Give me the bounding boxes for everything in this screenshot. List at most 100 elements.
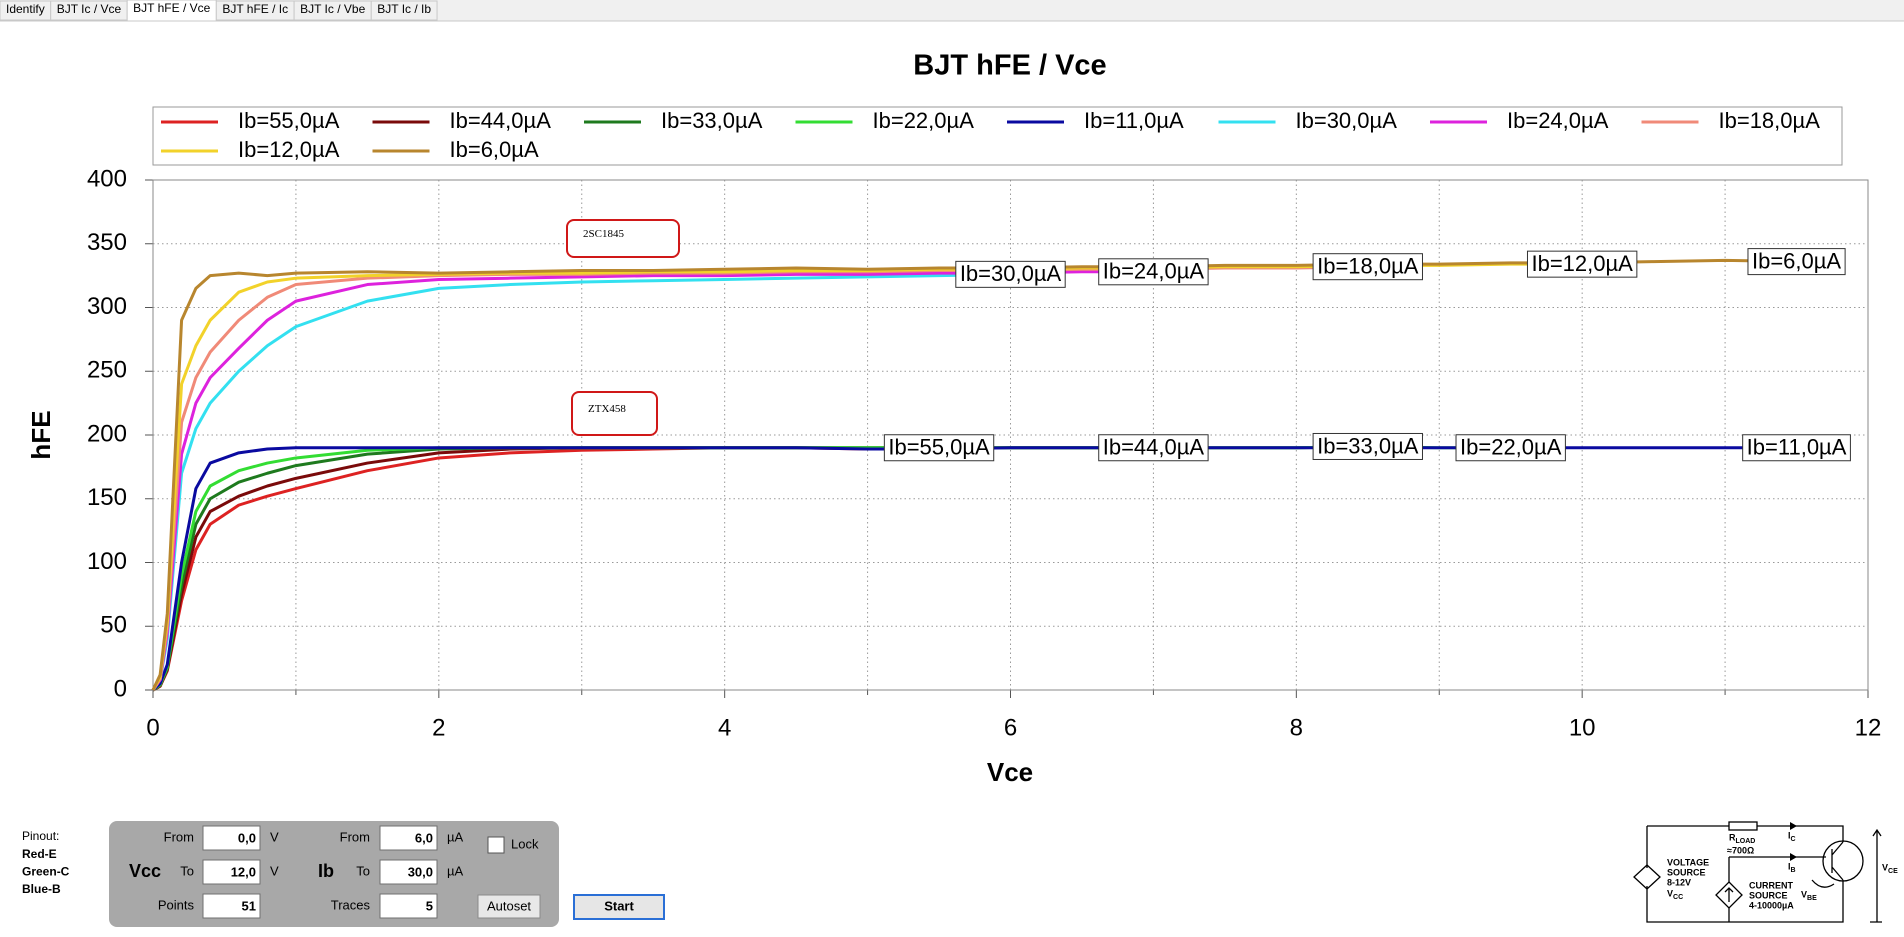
series-end-label: Ib=22,0µA (1455, 434, 1566, 462)
x-tick-label: 12 (1855, 714, 1882, 741)
series-end-label-text: Ib=55,0µA (888, 435, 990, 460)
tab-label[interactable]: BJT hFE / Ic (222, 2, 288, 16)
pinout-pin: -B (48, 882, 61, 896)
current-arrow (1790, 822, 1797, 861)
tab[interactable]: Identify (0, 0, 52, 21)
current-source-symbol (1715, 881, 1743, 909)
x-tick-label: 2 (432, 714, 445, 741)
button-label[interactable]: Autoset (487, 898, 531, 913)
input-field[interactable]: 51 (202, 893, 261, 919)
series-line (152, 446, 1797, 692)
y-tick-label: 400 (87, 165, 127, 192)
series-end-label: Ib=6,0µA (1747, 248, 1846, 276)
x-axis-label: Vce (987, 757, 1033, 787)
button-background[interactable] (477, 894, 541, 919)
series-end-label-text: Ib=24,0µA (1103, 259, 1205, 284)
schematic-wire (1728, 856, 1826, 922)
series-line (151, 258, 1797, 691)
control-unit: V (270, 829, 279, 844)
control-unit: V (270, 863, 279, 878)
input-field[interactable]: 0,0 (202, 825, 261, 851)
y-tick-label: 50 (100, 612, 127, 639)
input-box[interactable] (379, 893, 438, 919)
input-box[interactable] (379, 825, 438, 851)
control-group-label: Ib (318, 861, 334, 881)
series-line (151, 272, 1011, 691)
series-end-label-box (1312, 253, 1423, 281)
input-value[interactable]: 12,0 (231, 864, 256, 879)
schematic-label: V (1667, 888, 1673, 898)
tab[interactable]: BJT Ic / Vbe (293, 0, 372, 21)
legend-item: Ib=12,0µA (161, 137, 340, 162)
input-value[interactable]: 30,0 (408, 864, 433, 879)
schematic-subscript: B (1791, 867, 1796, 874)
input-field[interactable]: 12,0 (202, 859, 261, 885)
schematic-subscript: CC (1673, 894, 1683, 901)
series-end-label: Ib=33,0µA (1312, 432, 1423, 460)
tab-label[interactable]: BJT hFE / Vce (133, 1, 210, 15)
input-value[interactable]: 5 (426, 898, 433, 913)
series-end-label-box (1312, 432, 1423, 460)
legend-item: Ib=22,0µA (795, 108, 974, 133)
autoset-button[interactable]: Autoset (477, 894, 541, 919)
input-box[interactable] (202, 825, 261, 851)
tab[interactable]: BJT hFE / Vce (126, 0, 217, 22)
series-end-label: Ib=11,0µA (1742, 434, 1851, 462)
legend-label: Ib=24,0µA (1507, 108, 1609, 133)
schematic-wire (1646, 825, 1844, 923)
legend-label: Ib=6,0µA (450, 137, 539, 162)
annotation-text: 2SC1845 (583, 228, 624, 240)
tab[interactable]: BJT Ic / Vce (50, 0, 128, 21)
schematic-subscript: C (1791, 836, 1796, 843)
lock-checkbox[interactable]: Lock (487, 836, 539, 854)
legend-item: Ib=44,0µA (372, 108, 551, 133)
legend-item: Ib=33,0µA (584, 108, 763, 133)
schematic-label: R (1729, 832, 1736, 842)
legend-label: Ib=55,0µA (238, 108, 340, 133)
input-value[interactable]: 0,0 (238, 830, 256, 845)
input-box[interactable] (202, 859, 261, 885)
series-end-label-text: Ib=18,0µA (1317, 254, 1419, 279)
input-value[interactable]: 6,0 (415, 830, 433, 845)
tab-label[interactable]: BJT Ic / Vbe (300, 2, 365, 16)
schematic-label: CURRENT (1749, 880, 1794, 890)
tab-background[interactable] (370, 0, 438, 21)
legend-item: Ib=18,0µA (1641, 108, 1820, 133)
legend-item: Ib=24,0µA (1430, 108, 1609, 133)
button-label[interactable]: Start (604, 898, 634, 913)
chart-title: BJT hFE / Vce (913, 50, 1106, 82)
tab-bar (0, 0, 1904, 21)
series-end-label-text: Ib=12,0µA (1531, 251, 1633, 276)
legend-box (152, 106, 1843, 166)
input-value[interactable]: 51 (242, 898, 256, 913)
input-box[interactable] (202, 893, 261, 919)
checkbox[interactable] (487, 836, 505, 854)
vbe-arrow (1811, 879, 1835, 888)
transistor-leads (1831, 841, 1844, 881)
tab[interactable]: BJT Ic / Ib (370, 0, 438, 21)
tab[interactable]: BJT hFE / Ic (215, 0, 295, 21)
control-group-label: Vcc (129, 861, 161, 881)
series-end-label-text: Ib=33,0µA (1317, 433, 1419, 458)
x-tick-label: 4 (718, 714, 731, 741)
voltage-source-symbol (1633, 864, 1661, 890)
annotation: 2SC1845 (566, 219, 680, 258)
series-end-label-text: Ib=6,0µA (1752, 248, 1841, 273)
input-field[interactable]: 6,0 (379, 825, 438, 851)
schematic-label: I (1788, 861, 1791, 871)
series-end-label: Ib=18,0µA (1312, 253, 1423, 281)
button-background[interactable] (573, 894, 665, 920)
start-button[interactable]: Start (573, 894, 665, 920)
input-box[interactable] (379, 859, 438, 885)
pinout-pin: -E (45, 847, 57, 861)
tab-label[interactable]: Identify (6, 2, 45, 16)
checkbox-label[interactable]: Lock (511, 836, 539, 851)
input-field[interactable]: 30,0 (379, 859, 438, 885)
legend-label: Ib=12,0µA (238, 137, 340, 162)
tab-label[interactable]: BJT Ic / Ib (377, 2, 431, 16)
annotation-box (566, 219, 680, 258)
input-field[interactable]: 5 (379, 893, 438, 919)
tab-label[interactable]: BJT Ic / Vce (57, 2, 122, 16)
x-tick-label: 6 (1004, 714, 1017, 741)
